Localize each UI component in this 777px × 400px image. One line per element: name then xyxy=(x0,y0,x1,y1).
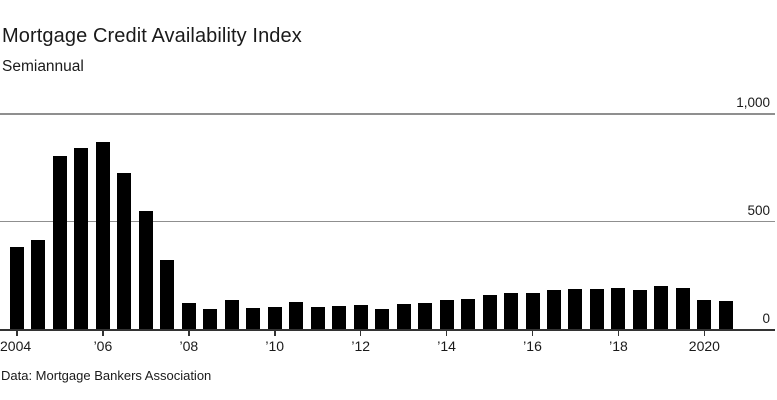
bar xyxy=(203,309,218,329)
bar xyxy=(504,293,519,329)
bar xyxy=(718,301,733,329)
x-axis-tick xyxy=(445,330,448,336)
bar xyxy=(461,299,476,329)
x-axis-label: ’08 xyxy=(179,338,199,354)
bar xyxy=(181,303,196,329)
bar xyxy=(675,288,690,329)
x-axis-tick xyxy=(16,330,18,336)
bar xyxy=(547,290,561,329)
x-axis-tick xyxy=(359,330,362,336)
x-axis-label: ’10 xyxy=(265,338,285,354)
bar xyxy=(589,289,604,329)
bar xyxy=(375,309,390,329)
y-axis-label: 500 xyxy=(747,202,770,218)
bar xyxy=(482,295,497,329)
bar xyxy=(52,156,67,329)
x-axis-label: ’16 xyxy=(523,338,542,354)
bar xyxy=(74,148,89,329)
bar xyxy=(654,286,669,329)
x-axis-tick xyxy=(703,330,706,336)
bar xyxy=(568,289,583,329)
bar xyxy=(396,304,411,329)
y-axis-label: 0 xyxy=(762,310,770,326)
chart-subtitle: Semiannual xyxy=(2,58,84,75)
data-source-note: Data: Mortgage Bankers Association xyxy=(1,368,212,383)
bar xyxy=(246,308,261,329)
bar xyxy=(224,300,239,329)
bar xyxy=(611,288,626,329)
x-axis-label: 2004 xyxy=(0,338,32,354)
x-axis-tick xyxy=(102,330,104,336)
x-axis-tick xyxy=(188,330,190,336)
bar xyxy=(310,307,325,329)
x-axis-label: ’14 xyxy=(437,338,456,354)
x-axis-tick xyxy=(531,330,534,336)
x-axis-tick xyxy=(617,330,620,336)
bar xyxy=(95,142,110,329)
bar xyxy=(289,302,304,329)
chart-title: Mortgage Credit Availability Index xyxy=(2,25,302,47)
x-axis-label: 2020 xyxy=(688,338,720,354)
x-axis-label: ’12 xyxy=(351,338,371,354)
bar xyxy=(418,303,433,329)
bar xyxy=(332,306,347,329)
bar xyxy=(10,247,24,329)
bar xyxy=(697,300,712,329)
bar xyxy=(117,173,132,329)
bar xyxy=(267,307,282,329)
x-axis-tick xyxy=(274,330,276,336)
x-axis-label: ’18 xyxy=(609,338,628,354)
gridline-500 xyxy=(0,220,775,223)
bar xyxy=(632,290,647,329)
y-axis-label: 1,000 xyxy=(736,95,770,110)
bar xyxy=(525,293,540,329)
bar xyxy=(138,211,153,329)
gridline-1,000 xyxy=(0,113,775,115)
bar xyxy=(31,240,46,329)
bar xyxy=(439,300,454,329)
x-axis-baseline xyxy=(0,328,775,331)
bar xyxy=(160,260,175,329)
bar xyxy=(353,305,368,329)
x-axis-label: ’06 xyxy=(93,338,113,354)
